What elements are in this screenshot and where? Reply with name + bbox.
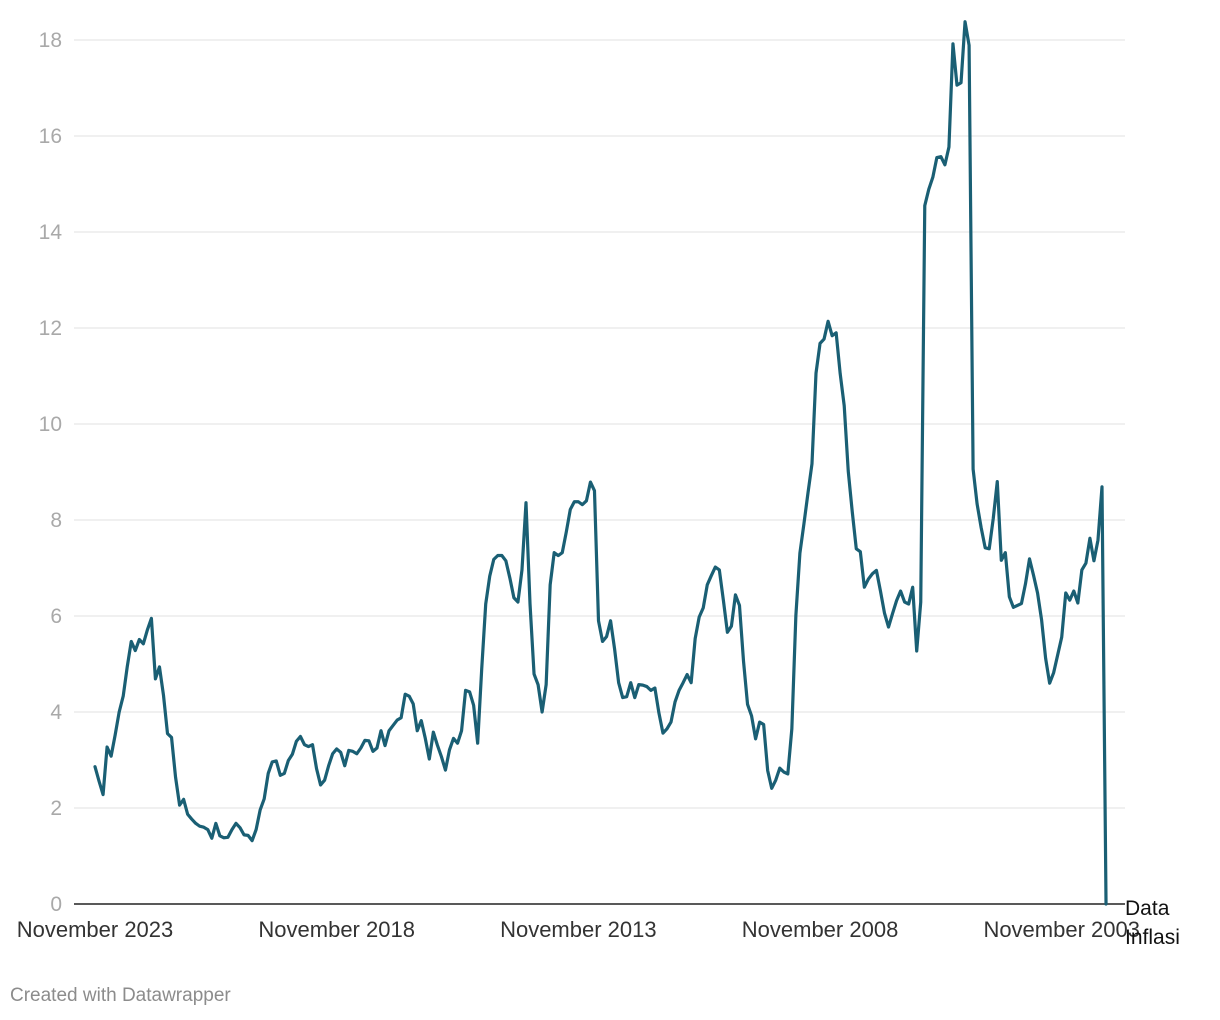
y-tick-label: 2 [50, 797, 62, 820]
y-tick-label: 18 [39, 29, 62, 52]
y-tick-label: 6 [50, 605, 62, 628]
x-tick-label: November 2008 [742, 917, 899, 942]
y-tick-label: 4 [50, 701, 62, 724]
series-line-data-inflasi [93, 20, 1108, 906]
x-tick-label: November 2003 [983, 917, 1140, 942]
x-axis: November 2023 November 2018 November 2013 N… [17, 917, 1140, 942]
series-end-label: Data [1125, 897, 1170, 920]
y-tick-label: 16 [39, 125, 62, 148]
credit-footer: Created with Datawrapper [10, 985, 231, 1006]
series-end-label-second-line: Inflasi [1125, 926, 1180, 949]
y-tick-label: 12 [39, 317, 62, 340]
x-tick-label: November 2018 [258, 917, 415, 942]
y-tick-label: 14 [39, 221, 63, 244]
y-tick-label: 8 [50, 509, 62, 532]
y-tick-label: 0 [50, 893, 62, 916]
gridlines [74, 39, 1125, 809]
y-tick-label: 10 [39, 413, 62, 436]
x-tick-label: November 2013 [500, 917, 657, 942]
y-axis: 0 2 4 6 8 10 12 14 16 18 [39, 29, 63, 916]
x-tick-label: November 2023 [17, 917, 174, 942]
